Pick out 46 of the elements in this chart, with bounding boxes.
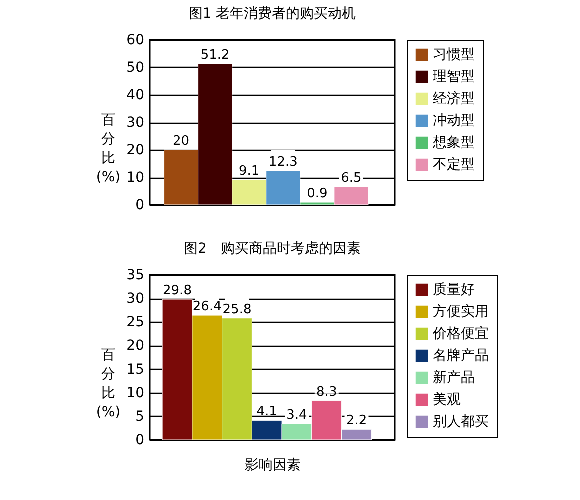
legend-label: 价格便宜 xyxy=(432,326,489,342)
data-label: 9.1 xyxy=(239,164,260,179)
y-axis-title: 百分比(%) xyxy=(96,348,121,420)
legend-label: 习惯型 xyxy=(433,47,475,63)
y-tick-label: 40 xyxy=(126,88,144,104)
data-label: 0.9 xyxy=(307,186,328,202)
legend-label: 方便实用 xyxy=(433,304,489,320)
legend-label: 经济型 xyxy=(433,91,475,107)
legend-label: 别人都买 xyxy=(433,414,489,430)
y-tick-label: 15 xyxy=(126,362,144,378)
data-label: 6.5 xyxy=(341,171,362,186)
y-axis-title: 百分比(%) xyxy=(96,112,121,186)
legend-label: 美观 xyxy=(433,392,461,408)
y-tick-label: 0 xyxy=(136,198,144,214)
y-tick-label: 5 xyxy=(136,408,144,425)
chart-title: 图1 老年消费者的购买动机 xyxy=(188,6,356,22)
data-label: 12.3 xyxy=(268,155,298,170)
y-tick-label: 20 xyxy=(126,142,144,158)
data-label: 20 xyxy=(173,134,190,149)
data-label: 25.8 xyxy=(222,302,252,318)
y-tick-label: 25 xyxy=(126,314,144,331)
y-tick-label: 30 xyxy=(126,115,144,131)
y-tick-label: 0 xyxy=(136,432,144,448)
y-tick-label: 10 xyxy=(126,385,144,402)
chart-title: 图2 购买商品时考虑的因素 xyxy=(184,241,361,257)
data-label: 26.4 xyxy=(192,300,222,315)
data-label: 4.1 xyxy=(256,404,278,420)
legend-label: 理智型 xyxy=(433,69,475,85)
legend-label: 不定型 xyxy=(433,157,475,173)
data-label: 3.4 xyxy=(286,408,308,423)
y-tick-label: 35 xyxy=(126,268,144,284)
legend-label: 想象型 xyxy=(432,135,475,151)
y-tick-label: 10 xyxy=(126,170,144,186)
y-tick-label: 60 xyxy=(126,32,144,48)
x-axis-title: 影响因素 xyxy=(245,458,301,474)
legend-label: 名牌产品 xyxy=(433,348,489,364)
legend-label: 新产品 xyxy=(433,370,475,386)
legend-label: 质量好 xyxy=(433,282,475,298)
data-label: 2.2 xyxy=(346,414,368,429)
data-label: 29.8 xyxy=(163,284,192,299)
data-label: 8.3 xyxy=(316,384,338,400)
data-label: 51.2 xyxy=(200,48,230,64)
y-tick-label: 30 xyxy=(126,291,144,308)
legend-label: 冲动型 xyxy=(433,113,475,129)
y-tick-label: 50 xyxy=(126,60,144,76)
y-tick-label: 20 xyxy=(126,338,144,354)
